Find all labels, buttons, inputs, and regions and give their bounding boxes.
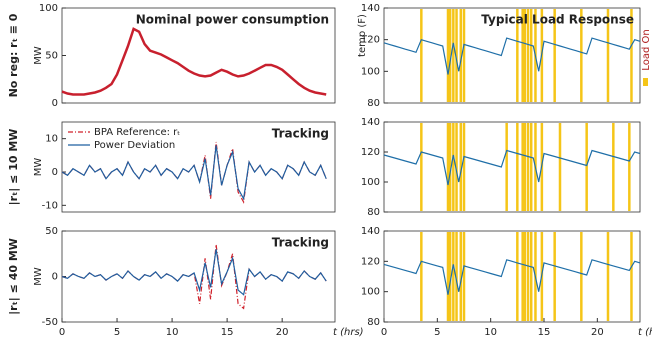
x-tick-label: 15 [538,327,551,338]
y-tick-label: 120 [361,256,380,267]
y-tick-label: 0 [52,272,58,283]
y-tick-label: 10 [45,134,58,145]
x-tick-label: 5 [434,327,440,338]
series-line [61,27,327,96]
x-tick-label: 20 [591,327,604,338]
x-axis-label: t (hrs) [333,327,364,338]
x-tick-label: 15 [221,327,234,338]
y-tick-label: 80 [367,98,380,109]
plot-frame [383,7,641,104]
y-tick-label: 80 [367,317,380,328]
y-axis-label: temp (F) [357,14,368,57]
y-tick-label: 50 [45,226,58,237]
row-label: |rₜ| ≤ 10 MW [7,129,20,206]
series-line [383,149,641,186]
series-line [61,249,327,296]
y-tick-label: 120 [361,35,380,46]
series-line [61,145,327,201]
series-line [383,259,641,295]
y-tick-label: -50 [42,317,58,328]
x-tick-label: 10 [166,327,179,338]
plot-frame [383,121,641,213]
y-tick-label: 0 [52,167,58,178]
y-tick-label: 100 [361,177,380,188]
y-axis-label: MW [33,46,44,65]
y-axis-label: MW [33,158,44,177]
panel-title: Typical Load Response [481,13,634,27]
y-tick-label: 80 [367,207,380,218]
panel-title: Tracking [272,236,329,250]
y-tick-label: 0 [52,98,58,109]
series-line [61,141,327,204]
x-tick-label: 5 [114,327,120,338]
x-tick-label: 0 [59,327,65,338]
y-tick-label: 120 [361,147,380,158]
legend-label: BPA Reference: rₜ [94,127,180,138]
y-tick-label: -10 [42,200,58,211]
legend-label: Load On [641,29,652,70]
plot-frame [61,121,336,213]
x-tick-label: 20 [276,327,289,338]
row-label: No reg: rₜ ≡ 0 [7,13,20,97]
panel-title: Nominal power consumption [136,13,329,27]
y-axis-label: MW [33,267,44,286]
y-tick-label: 140 [361,226,380,237]
x-tick-label: 0 [381,327,387,338]
y-tick-label: 50 [45,51,58,62]
y-tick-label: 140 [361,117,380,128]
x-axis-label: t (hrs) [638,327,652,338]
panel-title: Tracking [272,127,329,141]
series-line [383,37,641,75]
x-tick-label: 10 [484,327,497,338]
plot-frame [383,230,641,323]
legend-label: Power Deviation [94,140,175,151]
y-tick-label: 100 [361,66,380,77]
y-tick-label: 100 [361,287,380,298]
row-label: |rₜ| ≤ 40 MW [7,238,20,315]
y-tick-label: 100 [39,3,58,14]
legend-swatch [643,78,648,86]
y-tick-label: 140 [361,3,380,14]
